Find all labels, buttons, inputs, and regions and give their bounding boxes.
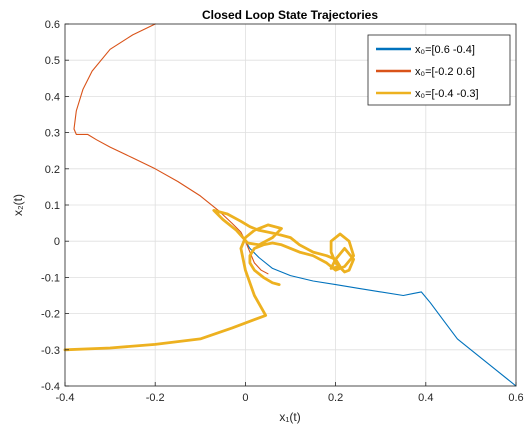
y-tick-label-10: 0.6 (45, 19, 60, 31)
x-tick-label-3: 0.2 (328, 392, 343, 404)
y-tick-label-6: 0.2 (45, 164, 60, 176)
x-tick-label-0: -0.4 (56, 392, 75, 404)
legend: x₀=[0.6 -0.4] x₀=[-0.2 0.6] x₀=[-0.4 -0.… (367, 34, 511, 106)
y-tick-label-1: -0.3 (41, 345, 60, 357)
y-tick-label-3: -0.1 (41, 272, 60, 284)
legend-label-2: x₀=[-0.4 -0.3] (415, 88, 479, 100)
x-tick-label-1: -0.2 (146, 392, 165, 404)
y-tick-label-5: 0.1 (45, 200, 60, 212)
series-layer (63, 23, 517, 387)
y-tick-label-4: 0 (54, 236, 60, 248)
x-tick-label-4: 0.4 (418, 392, 433, 404)
x-tick-label-2: 0 (242, 392, 248, 404)
y-tick-label-2: -0.2 (41, 309, 60, 321)
series-line-1 (73, 23, 269, 275)
chart-title: Closed Loop State Trajectories (202, 8, 378, 22)
y-tick-label-9: 0.5 (45, 55, 60, 67)
x-tick-label-5: 0.6 (508, 392, 523, 404)
ticks: -0.4 -0.2 0 0.2 0.4 0.6 -0.4 -0.3 -0.2 -0.1 0 0.1 0.… (41, 19, 524, 404)
y-tick-label-7: 0.3 (45, 128, 60, 140)
x-axis-label: x₁(t) (279, 410, 300, 424)
series-line-2 (63, 208, 356, 352)
y-axis-label: x₂(t) (11, 194, 25, 216)
legend-label-1: x₀=[-0.2 0.6] (415, 66, 475, 78)
legend-label-0: x₀=[0.6 -0.4] (415, 44, 475, 56)
y-tick-label-8: 0.4 (45, 91, 60, 103)
y-tick-label-0: -0.4 (41, 381, 60, 393)
series-line-0 (244, 240, 517, 387)
